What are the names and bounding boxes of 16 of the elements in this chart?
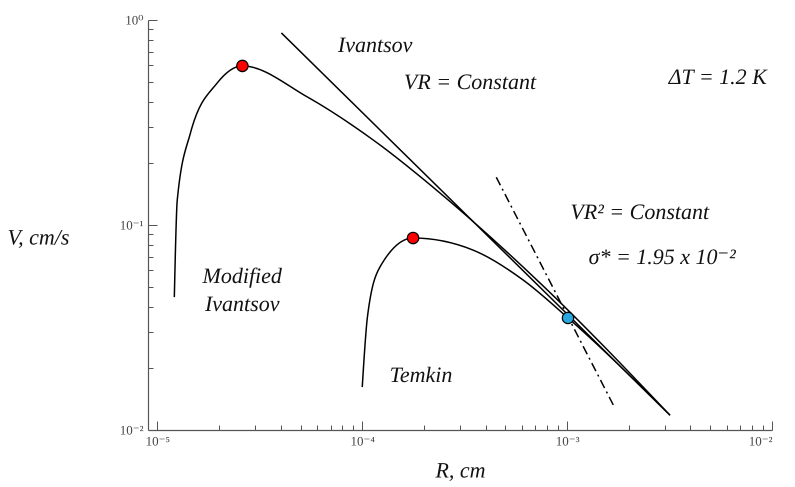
annotation: ΔT = 1.2 K [668, 64, 768, 89]
x-tick-label: 10⁻⁵ [146, 434, 170, 448]
x-tick-label: 10⁻² [748, 434, 773, 448]
x-tick-label: 10⁻⁴ [350, 434, 376, 448]
annotation: VR = Constant [404, 68, 537, 94]
annotation: Ivantsov [336, 32, 413, 58]
y-tick-label: 10⁰ [125, 12, 144, 28]
annotation: VR² = Constant [570, 198, 710, 224]
annotation: Modified Ivantsov [202, 262, 283, 316]
y-tick-label: 10⁻² [120, 422, 144, 438]
annotation: σ* = 1.95 x 10⁻² [588, 244, 736, 269]
y-tick-label: 10⁻¹ [120, 218, 144, 232]
x-axis-title: R, cm [434, 458, 486, 482]
x-tick-label: 10⁻³ [556, 434, 580, 448]
annotation: Temkin [390, 362, 452, 388]
y-axis-title: V, cm/s [8, 224, 70, 250]
